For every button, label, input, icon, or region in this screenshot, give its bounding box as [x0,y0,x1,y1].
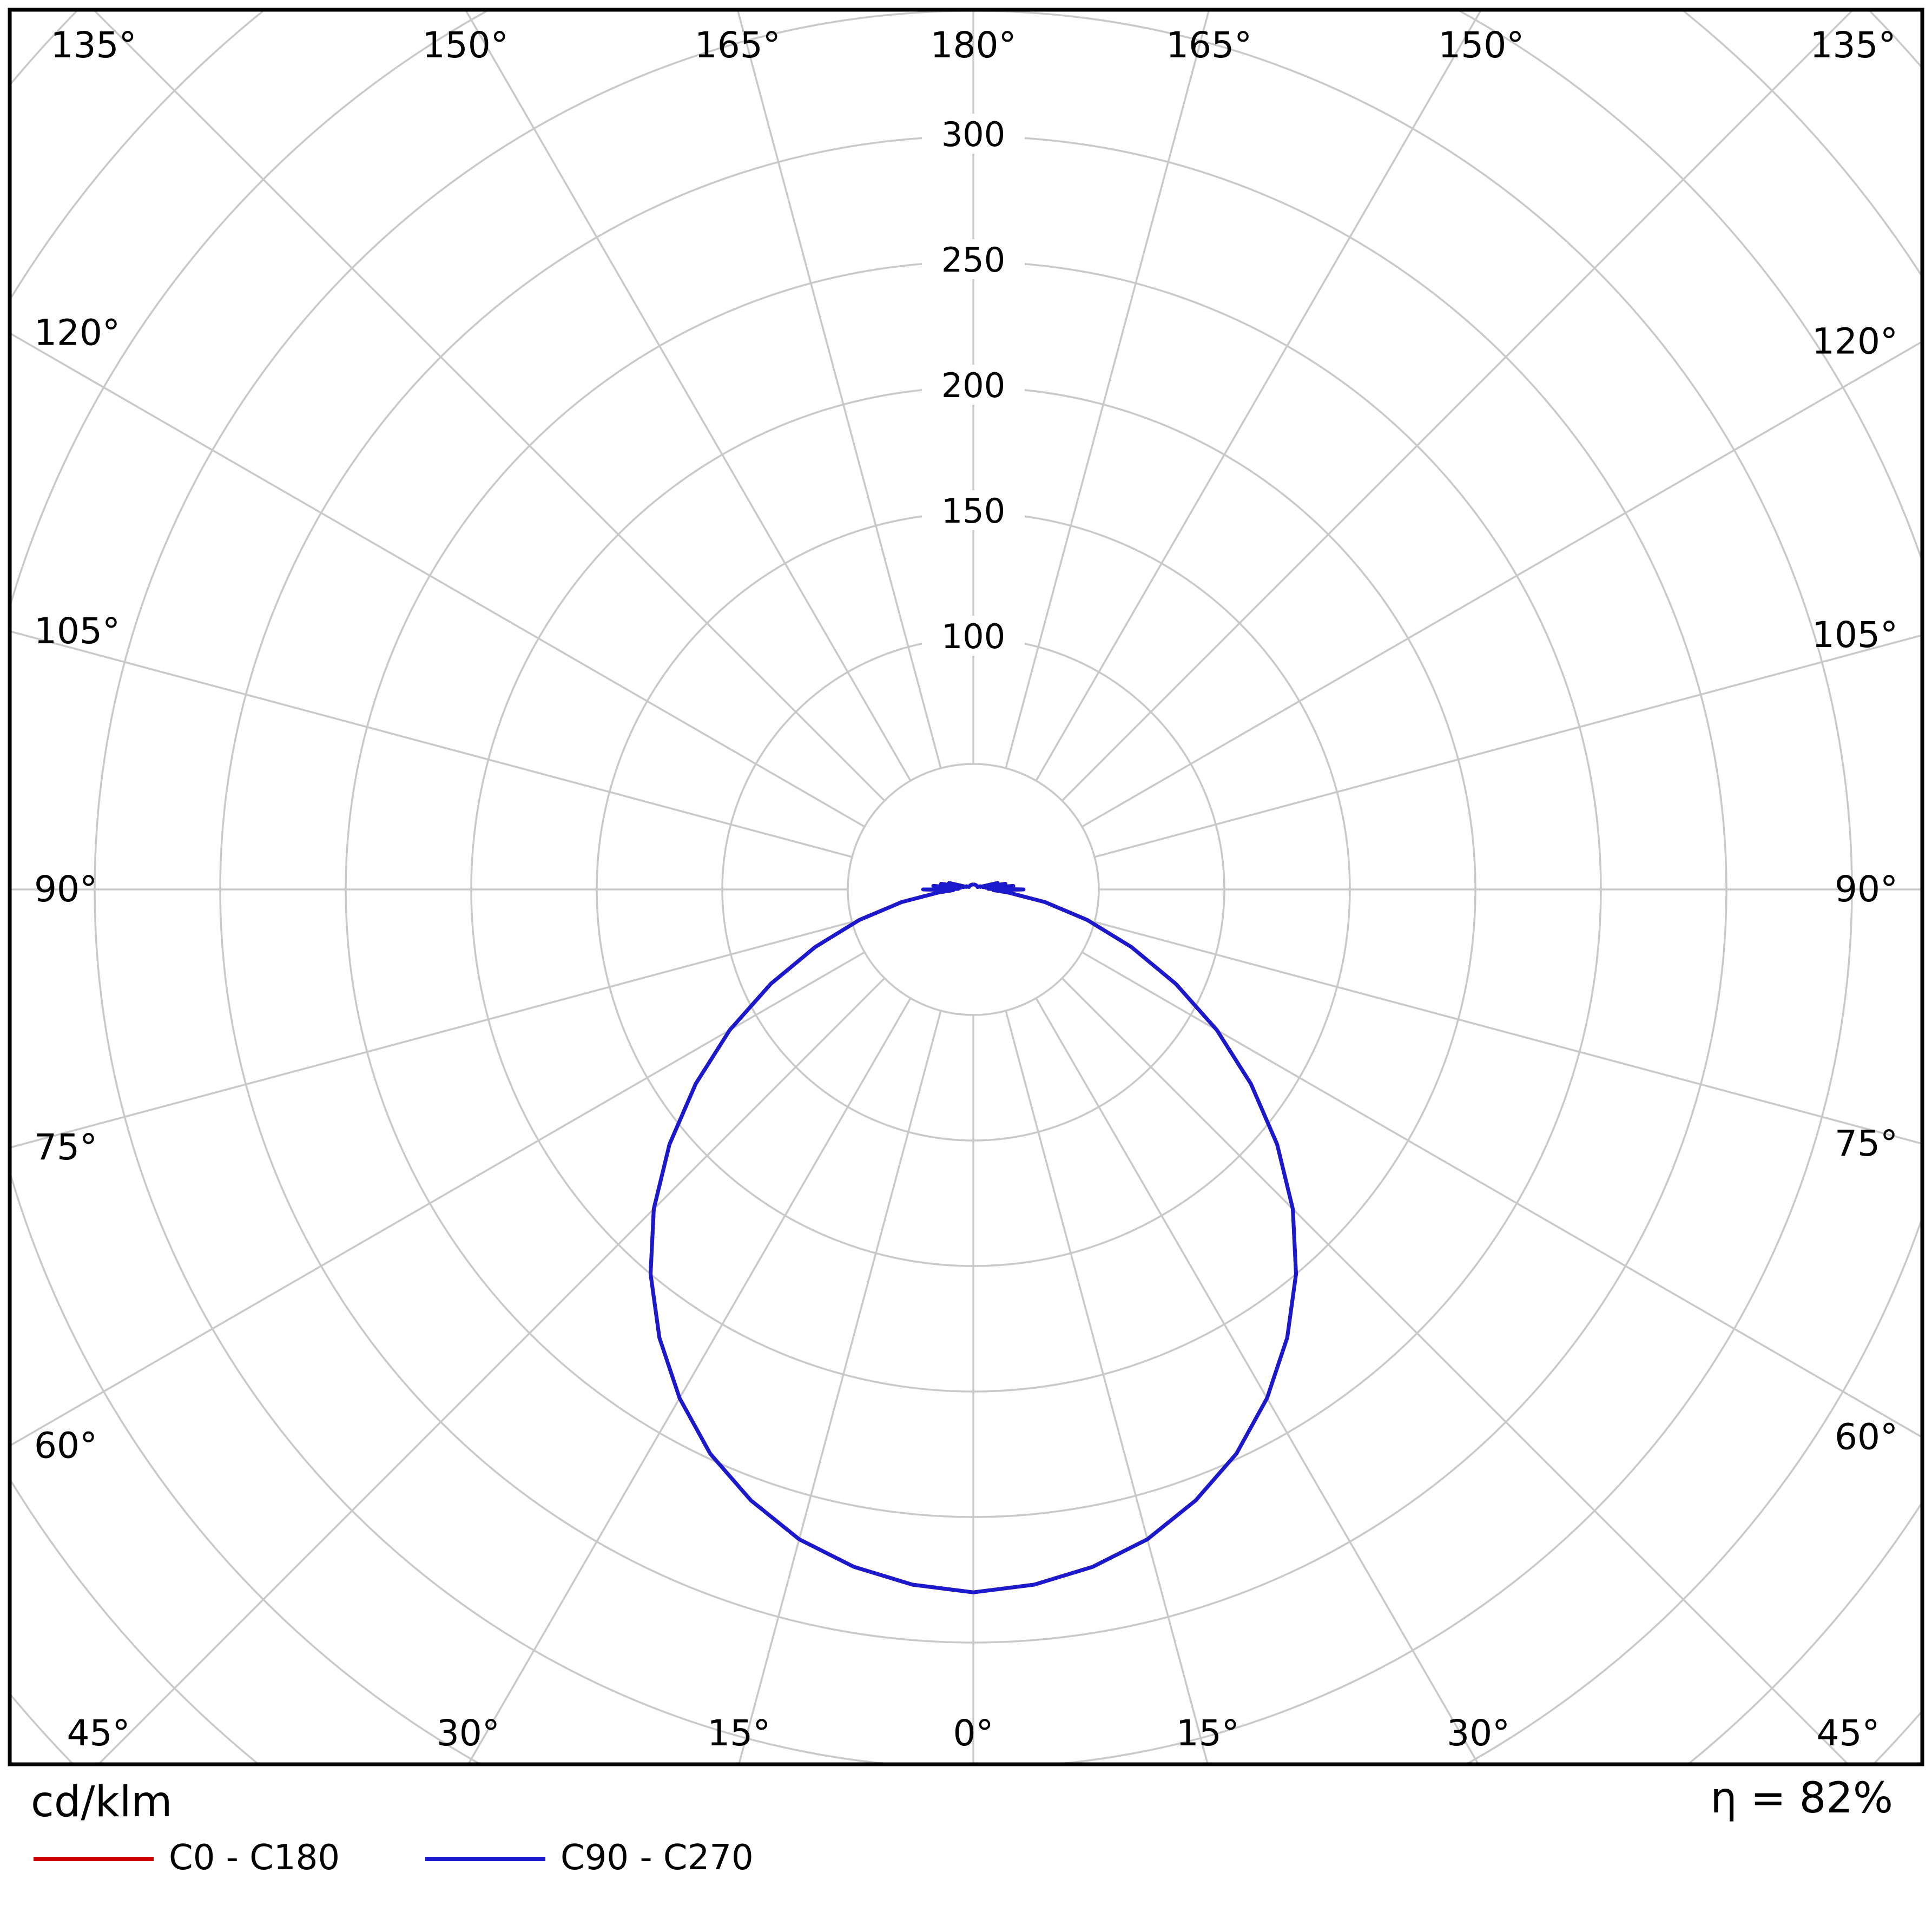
angle-label: 150° [1438,24,1524,66]
angle-label: 75° [1835,1123,1898,1164]
polar-grid-spoke [92,10,886,802]
polar-grid-spoke [10,630,853,858]
angle-label: 60° [1835,1416,1898,1458]
polar-grid-spoke [736,10,942,769]
plot-border [8,8,1924,1766]
angle-label: 15° [707,1712,770,1754]
angle-label: 45° [67,1712,130,1754]
angle-label: 75° [34,1126,97,1168]
angle-label: 180° [931,24,1017,66]
polar-grid-spoke [1082,340,1922,828]
angle-label: 105° [34,610,120,652]
radial-tick-label: 300 [941,115,1005,154]
legend-label-c90-c270: C90 - C270 [561,1838,754,1878]
angle-label: 135° [1810,24,1896,66]
radial-tick-backing [922,616,1025,656]
polar-grid-spoke [464,10,912,781]
polar-grid-spoke [1061,977,1850,1764]
efficiency-label: η = 82% [1710,1774,1893,1823]
angle-label: 105° [1812,614,1898,656]
angle-label: 120° [1812,320,1898,362]
angle-label: 30° [1447,1712,1510,1754]
polar-grid-spoke [1035,10,1482,781]
polar-grid-circle [847,763,1100,1016]
angle-label: 165° [1166,24,1252,66]
polar-grid-spoke [737,1010,942,1764]
angle-label: 90° [34,868,97,910]
angle-label: 60° [34,1425,97,1466]
angle-label: 30° [437,1712,500,1754]
polar-grid-spoke [1094,634,1922,858]
legend-label-c0-c180: C0 - C180 [169,1838,340,1878]
radial-tick-backing [922,490,1025,530]
radial-tick-backing [922,239,1025,279]
angle-label: 15° [1176,1712,1239,1754]
radial-tick-label: 250 [941,240,1005,280]
polar-grid-spoke [1005,1010,1209,1764]
angle-label: 150° [423,24,509,66]
polar-grid-spoke [1035,998,1480,1764]
legend-swatch-c0-c180 [34,1857,154,1861]
series-curve-c90-c270 [649,881,1298,1594]
radial-tick-label: 200 [941,366,1005,405]
angle-label: 90° [1835,868,1898,910]
angle-label: 0° [953,1712,994,1754]
angle-label: 165° [695,24,781,66]
radial-tick-label: 150 [941,491,1005,531]
radial-tick-label: 100 [941,617,1005,656]
radial-tick-backing [922,365,1025,405]
polar-grid-spoke [97,977,886,1764]
polar-grid-spoke [10,921,853,1149]
polar-grid-spoke [10,951,865,1447]
polar-grid-spoke [467,998,912,1764]
polar-grid-spoke [1082,951,1922,1439]
polar-grid-spoke [1005,10,1210,769]
radial-unit-label: cd/klm [31,1778,173,1827]
legend-swatch-c90-c270 [425,1857,545,1861]
polar-grid-spoke [10,332,865,828]
radial-tick-backing [922,114,1025,154]
angle-label: 135° [51,24,137,66]
angle-label: 45° [1817,1712,1880,1754]
polar-grid-spoke [1094,921,1922,1145]
angle-label: 120° [34,312,120,354]
polar-grid-spoke [1061,10,1855,802]
